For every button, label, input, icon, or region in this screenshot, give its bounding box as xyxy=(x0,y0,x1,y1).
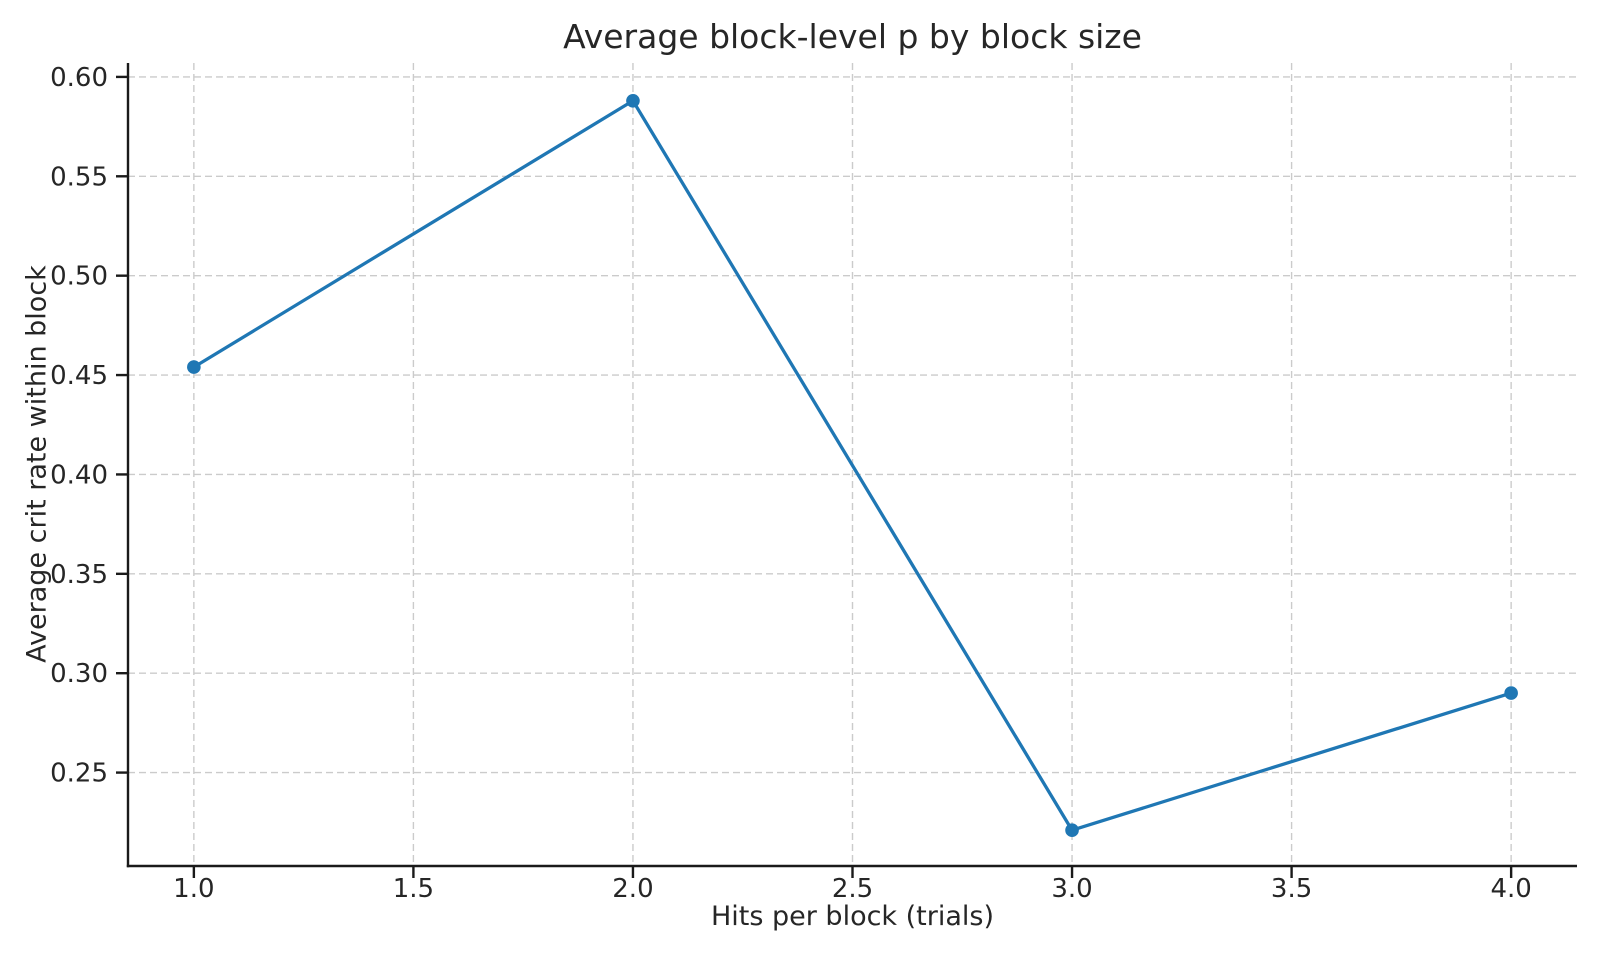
x-tick-label: 4.0 xyxy=(1490,874,1531,904)
y-tick-label: 0.35 xyxy=(50,560,108,590)
y-tick-label: 0.60 xyxy=(50,63,108,93)
data-point xyxy=(1065,823,1079,838)
y-tick-label: 0.45 xyxy=(50,361,108,391)
y-tick-label: 0.30 xyxy=(50,659,108,689)
y-tick-label: 0.55 xyxy=(50,162,108,192)
x-tick-label: 3.5 xyxy=(1271,874,1312,904)
y-tick-label: 0.50 xyxy=(50,262,108,292)
x-axis-label: Hits per block (trials) xyxy=(710,901,995,932)
data-point xyxy=(1504,686,1518,700)
x-tick-label: 1.0 xyxy=(173,874,214,904)
x-tick-label: 1.5 xyxy=(393,874,434,904)
x-tick-label: 2.5 xyxy=(832,874,873,904)
y-tick-label: 0.40 xyxy=(50,460,108,490)
chart-title: Average block-level p by block size xyxy=(563,17,1142,56)
data-line xyxy=(192,99,1513,832)
data-point xyxy=(626,93,640,108)
x-tick-label: 2.0 xyxy=(612,874,653,904)
y-tick-label: 0.25 xyxy=(50,759,108,789)
data-point xyxy=(187,360,201,374)
x-tick-label: 3.0 xyxy=(1051,874,1092,904)
